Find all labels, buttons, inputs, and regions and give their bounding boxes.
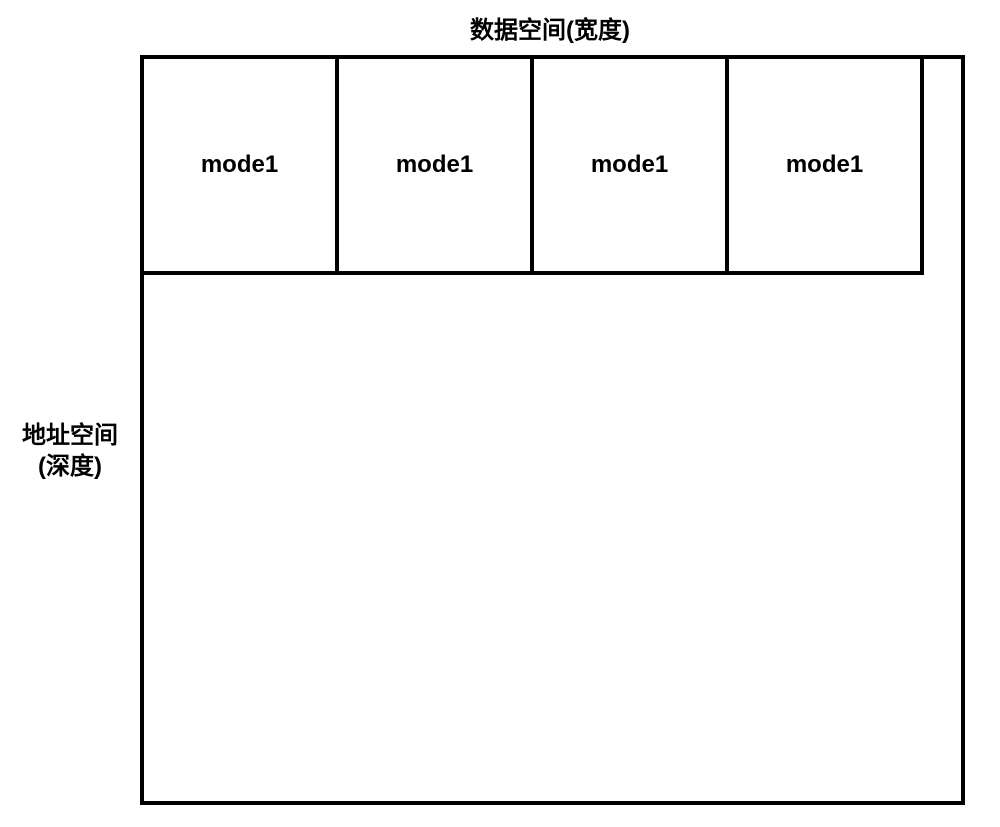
mode-cell: mode1 xyxy=(725,55,924,275)
left-axis-label-line2: (深度) xyxy=(38,453,102,480)
mode-cell: mode1 xyxy=(140,55,339,275)
mode-cell: mode1 xyxy=(530,55,729,275)
diagram-canvas: 数据空间(宽度) 地址空间 (深度) mode1mode1mode1mode1 xyxy=(0,0,1000,827)
left-axis-label: 地址空间 (深度) xyxy=(5,420,135,482)
top-axis-label: 数据空间(宽度) xyxy=(400,10,700,45)
left-axis-label-line1: 地址空间 xyxy=(22,422,118,449)
mode-cell: mode1 xyxy=(335,55,534,275)
